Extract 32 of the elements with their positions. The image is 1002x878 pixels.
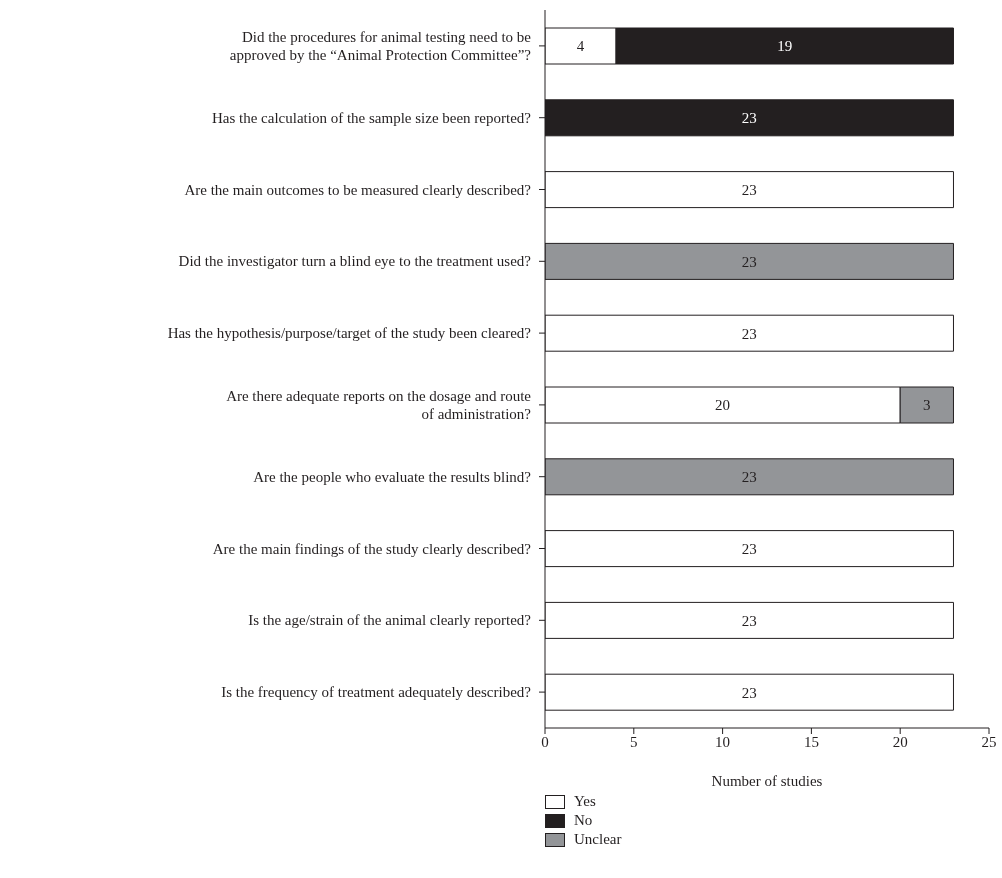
y-tick-label: Has the calculation of the sample size been reported? (211, 109, 532, 126)
x-tick-label: 0 (541, 733, 549, 750)
data-label: 20 (715, 397, 731, 414)
y-tick-label: Are there adequate reports on the dosage and route of administration? (226, 387, 532, 422)
data-label: 19 (777, 38, 793, 55)
x-tick-label: 5 (630, 733, 638, 750)
data-label: 23 (741, 110, 757, 127)
data-label: 23 (741, 469, 757, 486)
x-tick-label: 15 (803, 733, 819, 750)
y-tick-label: Has the hypothesis/purpose/target of the study been cleared? (167, 325, 532, 342)
data-label: 23 (741, 684, 757, 701)
data-label: 23 (741, 253, 757, 270)
y-tick-label: Is the frequency of treatment adequately described? (221, 684, 532, 701)
y-tick-label: Are the main findings of the study clearly described? (212, 540, 532, 557)
data-label: 23 (741, 325, 757, 342)
x-tick-label: 25 (981, 733, 997, 750)
x-tick-label: 10 (715, 733, 731, 750)
legend-label: No (574, 812, 593, 829)
y-tick-label: Did the procedures for animal testing need to be approved by the “Animal Protection Committee”? (229, 28, 532, 63)
legend-label: Yes (574, 793, 596, 810)
data-label: 23 (741, 540, 757, 557)
data-label: 23 (741, 181, 757, 198)
legend-label: Unclear (574, 831, 622, 848)
y-tick-label: Is the age/strain of the animal clearly reported? (248, 612, 532, 629)
data-label: 23 (741, 612, 757, 629)
y-tick-label: Did the investigator turn a blind eye to the treatment used? (178, 253, 532, 270)
y-tick-label: Are the main outcomes to be measured clearly described? (184, 181, 532, 198)
x-tick-label: 20 (892, 733, 908, 750)
x-axis-title: Number of studies (711, 773, 823, 789)
y-tick-label: Are the people who evaluate the results blind? (253, 468, 532, 485)
data-label: 4 (576, 38, 585, 55)
data-label: 3 (923, 397, 931, 414)
